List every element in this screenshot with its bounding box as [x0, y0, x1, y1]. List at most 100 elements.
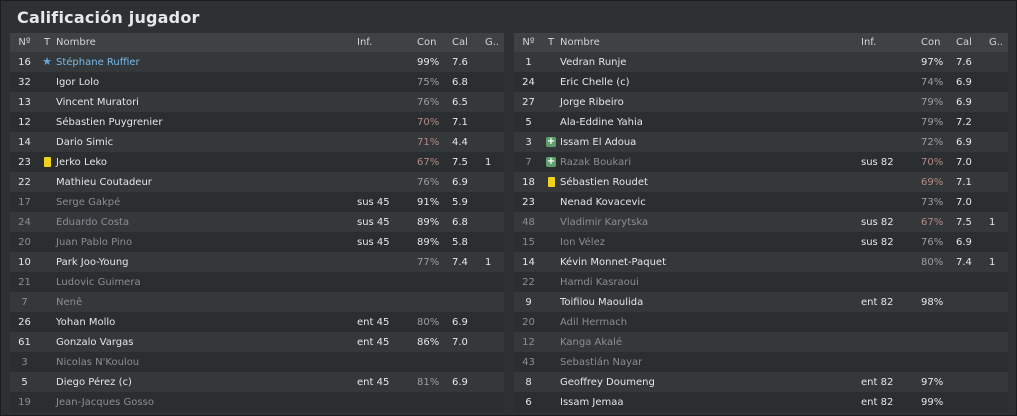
player-name[interactable]: Vladimir Karytska	[560, 216, 649, 228]
player-name[interactable]: Adil Hermach	[560, 316, 628, 328]
player-name[interactable]: Issam Jemaa	[560, 396, 624, 408]
player-name[interactable]: Juan Pablo Pino	[56, 236, 133, 248]
player-name[interactable]: Gonzalo Vargas	[56, 336, 134, 348]
header-info[interactable]: Inf.	[357, 37, 373, 48]
player-number: 20	[18, 236, 31, 248]
player-row[interactable]: 5 Ala-Eddine Yahia 79% 7.2	[514, 112, 1008, 132]
player-row[interactable]: 5 Diego Pérez (c) ent 45 81% 6.9	[10, 372, 504, 392]
player-name[interactable]: Kanga Akalé	[560, 336, 623, 348]
player-name[interactable]: Jerko Leko	[56, 156, 108, 168]
player-name[interactable]: Nicolas N'Koulou	[56, 356, 140, 368]
player-row[interactable]: 13 Vincent Muratori 76% 6.5	[10, 92, 504, 112]
player-row[interactable]: 19 Jean-Jacques Gosso	[10, 392, 504, 412]
player-row[interactable]: 23 Nenad Kovacevic 73% 7.0	[514, 192, 1008, 212]
player-row[interactable]: 12 Kanga Akalé	[514, 332, 1008, 352]
player-name[interactable]: Jean-Jacques Gosso	[56, 396, 154, 408]
player-name[interactable]: Hamdi Kasraoui	[560, 276, 639, 288]
player-row[interactable]: 12 Sébastien Puygrenier 70% 7.1	[10, 112, 504, 132]
player-row[interactable]: 43 Sebastián Nayar	[514, 352, 1008, 372]
player-name[interactable]: Jorge Ribeiro	[560, 96, 624, 108]
player-row[interactable]: 18 Sébastien Roudet 69% 7.1	[514, 172, 1008, 192]
player-row[interactable]: 20 Juan Pablo Pino sus 45 89% 5.8	[10, 232, 504, 252]
player-name[interactable]: Vincent Muratori	[56, 96, 139, 108]
header-goals[interactable]: G..	[485, 37, 500, 48]
player-name[interactable]: Geoffrey Doumeng	[560, 376, 655, 388]
player-row[interactable]: 6 Issam Jemaa ent 82 99%	[514, 392, 1008, 412]
header-condition[interactable]: Con	[921, 37, 941, 48]
player-name[interactable]: Nenad Kovacevic	[560, 196, 646, 208]
player-name[interactable]: Eric Chelle (c)	[560, 76, 630, 88]
player-name[interactable]: Sébastien Puygrenier	[56, 116, 163, 128]
player-name[interactable]: Ludovic Guimera	[56, 276, 141, 288]
player-name[interactable]: Sebastián Nayar	[560, 356, 643, 368]
home-player-table: Nº T Nombre Inf. Con Cal G.. 16 ★ Stéphane…	[10, 33, 504, 412]
player-row[interactable]: 24 Eduardo Costa sus 45 89% 6.8	[10, 212, 504, 232]
player-row[interactable]: 16 ★ Stéphane Ruffier 99% 7.6	[10, 52, 504, 72]
player-name[interactable]: Stéphane Ruffier	[56, 56, 140, 68]
player-number: 14	[522, 256, 535, 268]
player-number: 12	[18, 116, 31, 128]
player-row[interactable]: 27 Jorge Ribeiro 79% 6.9	[514, 92, 1008, 112]
player-row[interactable]: 7 Nenê	[10, 292, 504, 312]
header-type[interactable]: T	[43, 37, 51, 48]
header-condition[interactable]: Con	[417, 37, 437, 48]
player-row[interactable]: 32 Igor Lolo 75% 6.8	[10, 72, 504, 92]
player-row[interactable]: 3 Nicolas N'Koulou	[10, 352, 504, 372]
player-row[interactable]: 17 Serge Gakpé sus 45 91% 5.9	[10, 192, 504, 212]
player-name[interactable]: Yohan Mollo	[56, 316, 116, 328]
player-name[interactable]: Park Joo-Young	[56, 256, 129, 268]
header-number[interactable]: Nº	[18, 37, 31, 48]
player-name[interactable]: Diego Pérez (c)	[56, 376, 132, 388]
player-name[interactable]: Serge Gakpé	[56, 196, 121, 208]
player-name[interactable]: Kévin Monnet-Paquet	[560, 256, 666, 268]
player-name[interactable]: Nenê	[56, 296, 83, 308]
injury-icon: +	[546, 137, 556, 147]
player-name[interactable]: Razak Boukari	[560, 156, 632, 168]
player-name[interactable]: Ala-Eddine Yahia	[560, 116, 643, 128]
player-row[interactable]: 7 + Razak Boukari sus 82 70% 7.0	[514, 152, 1008, 172]
player-row[interactable]: 24 Eric Chelle (c) 74% 6.9	[514, 72, 1008, 92]
player-row[interactable]: 14 Dario Simic 71% 4.4	[10, 132, 504, 152]
player-condition: 76%	[417, 176, 440, 188]
player-rating: 4.4	[452, 136, 468, 148]
player-row[interactable]: 14 Kévin Monnet-Paquet 80% 7.4 1	[514, 252, 1008, 272]
player-row[interactable]: 9 Toifilou Maoulida ent 82 98%	[514, 292, 1008, 312]
player-row[interactable]: 26 Yohan Mollo ent 45 80% 6.9	[10, 312, 504, 332]
header-info[interactable]: Inf.	[861, 37, 877, 48]
player-row[interactable]: 61 Gonzalo Vargas ent 45 86% 7.0	[10, 332, 504, 352]
header-goals[interactable]: G..	[989, 37, 1004, 48]
player-row[interactable]: 22 Mathieu Coutadeur 76% 6.9	[10, 172, 504, 192]
header-rating[interactable]: Cal	[452, 37, 468, 48]
player-row[interactable]: 8 Geoffrey Doumeng ent 82 97%	[514, 372, 1008, 392]
player-row[interactable]: 15 Ion Vélez sus 82 76% 6.9	[514, 232, 1008, 252]
player-row[interactable]: 23 Jerko Leko 67% 7.5 1	[10, 152, 504, 172]
player-row[interactable]: 1 Vedran Runje 97% 7.6	[514, 52, 1008, 72]
player-name[interactable]: Igor Lolo	[56, 76, 100, 88]
player-info: ent 45	[357, 376, 390, 388]
player-status: +	[543, 137, 559, 147]
header-rating[interactable]: Cal	[956, 37, 972, 48]
player-name[interactable]: Ion Vélez	[560, 236, 605, 248]
header-type[interactable]: T	[547, 37, 555, 48]
player-name[interactable]: Dario Simic	[56, 136, 114, 148]
header-name[interactable]: Nombre	[560, 37, 600, 48]
player-name[interactable]: Vedran Runje	[560, 56, 627, 68]
player-name[interactable]: Toifilou Maoulida	[560, 296, 644, 308]
player-row[interactable]: 22 Hamdi Kasraoui	[514, 272, 1008, 292]
injury-icon: +	[546, 157, 556, 167]
player-info: sus 45	[357, 216, 390, 228]
header-name[interactable]: Nombre	[56, 37, 96, 48]
player-row[interactable]: 20 Adil Hermach	[514, 312, 1008, 332]
player-name[interactable]: Mathieu Coutadeur	[56, 176, 152, 188]
player-info: ent 82	[861, 296, 894, 308]
header-number[interactable]: Nº	[522, 37, 535, 48]
player-row[interactable]: 3 + Issam El Adoua 72% 6.9	[514, 132, 1008, 152]
player-name[interactable]: Issam El Adoua	[560, 136, 637, 148]
player-number: 22	[522, 276, 535, 288]
player-row[interactable]: 48 Vladimir Karytska sus 82 67% 7.5 1	[514, 212, 1008, 232]
player-name[interactable]: Sébastien Roudet	[560, 176, 648, 188]
player-row[interactable]: 21 Ludovic Guimera	[10, 272, 504, 292]
player-name[interactable]: Eduardo Costa	[56, 216, 130, 228]
player-row[interactable]: 10 Park Joo-Young 77% 7.4 1	[10, 252, 504, 272]
player-status	[39, 157, 55, 167]
